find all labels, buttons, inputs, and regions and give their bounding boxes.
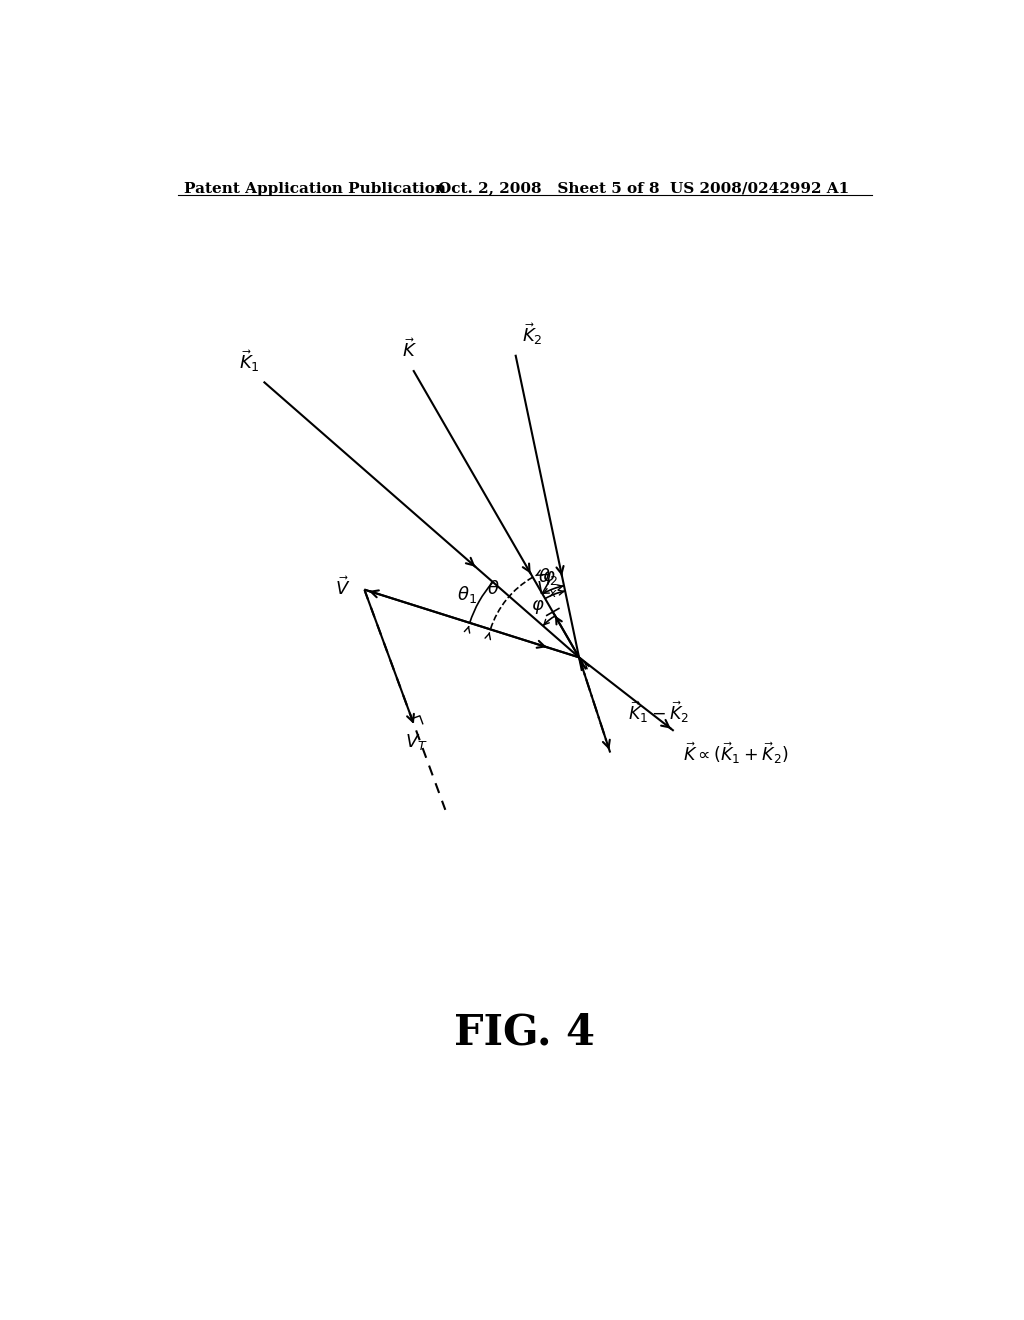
Text: $\theta_1$: $\theta_1$ (457, 583, 477, 605)
Text: Oct. 2, 2008   Sheet 5 of 8: Oct. 2, 2008 Sheet 5 of 8 (438, 182, 659, 195)
Text: $\vec{K}_1 - \vec{K}_2$: $\vec{K}_1 - \vec{K}_2$ (628, 700, 689, 725)
Text: $\theta_2$: $\theta_2$ (538, 565, 558, 586)
Text: $V_x$: $V_x$ (537, 579, 558, 599)
Text: $\varphi$: $\varphi$ (531, 598, 545, 616)
Text: $\vec{K} \propto (\vec{K}_1 + \vec{K}_2)$: $\vec{K} \propto (\vec{K}_1 + \vec{K}_2)… (683, 741, 788, 766)
Text: FIG. 4: FIG. 4 (455, 1011, 595, 1053)
Text: $\vec{K}$: $\vec{K}$ (401, 338, 417, 360)
Text: $\vec{V}$: $\vec{V}$ (335, 577, 350, 599)
Text: $\theta$: $\theta$ (487, 579, 500, 598)
Text: $\vec{K}_1$: $\vec{K}_1$ (240, 348, 260, 374)
Text: Patent Application Publication: Patent Application Publication (183, 182, 445, 195)
Text: $V_T$: $V_T$ (404, 733, 428, 752)
Text: US 2008/0242992 A1: US 2008/0242992 A1 (670, 182, 849, 195)
Text: $\vec{K}_2$: $\vec{K}_2$ (522, 321, 543, 347)
Text: $\varphi$: $\varphi$ (542, 569, 556, 587)
